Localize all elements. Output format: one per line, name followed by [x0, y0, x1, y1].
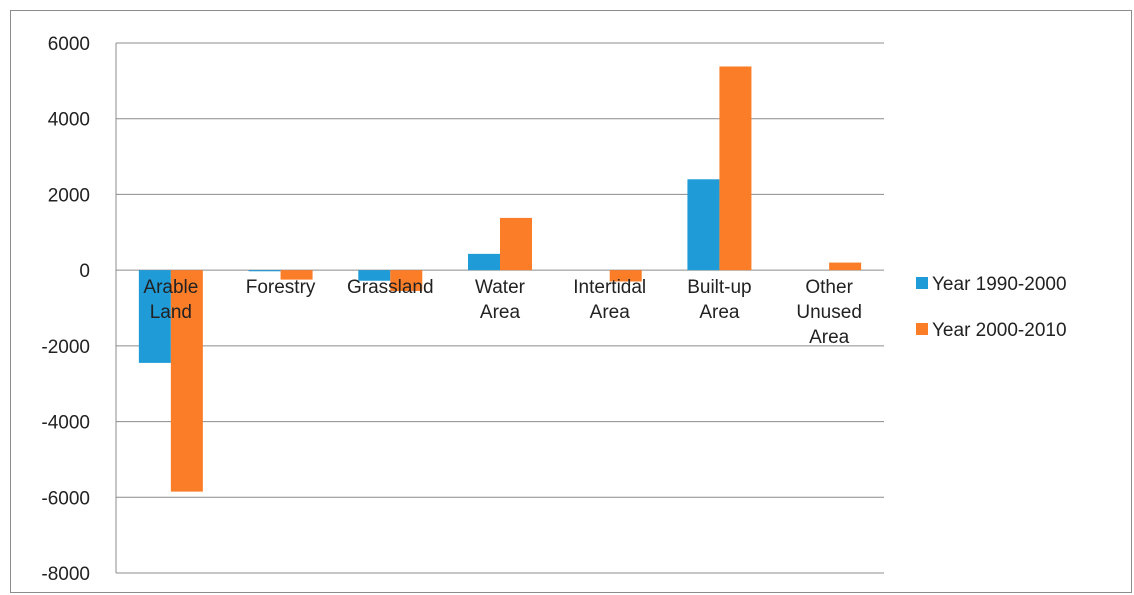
bar-2: [170, 270, 203, 492]
category-label-line: Area: [699, 302, 740, 323]
category-label: Other Unused Area: [796, 277, 862, 348]
category-label: Water Area: [475, 277, 526, 323]
legend-label: Year 2000-2010: [932, 320, 1067, 341]
category-label-line: Unused: [796, 302, 862, 323]
category-label-line: Area: [590, 302, 631, 323]
y-tick-label: 4000: [48, 110, 90, 131]
bar-1: [248, 270, 281, 272]
legend: Year 1990-2000 Year 2000-2010: [916, 274, 1067, 341]
category-label-line: Built-up: [687, 277, 751, 298]
y-tick-label: -4000: [41, 413, 90, 434]
y-tick-label: 2000: [48, 185, 90, 206]
legend-label: Year 1990-2000: [932, 274, 1067, 295]
bar-2: [719, 66, 752, 271]
gridlines: [116, 42, 884, 574]
category-label: Built-up Area: [687, 277, 751, 323]
bar-2: [390, 270, 423, 291]
bar-2: [609, 270, 642, 282]
category-label-line: Arable: [143, 277, 198, 298]
bar-1: [138, 270, 171, 363]
category-label-line: Other: [805, 277, 853, 298]
legend-swatch: [916, 277, 928, 289]
bar-1: [687, 179, 720, 271]
category-label: Forestry: [246, 277, 316, 298]
bar-1: [468, 253, 500, 271]
y-tick-labels: 6000 4000 2000 0 -2000 -4000 -6000 -8000: [41, 34, 90, 585]
category-label-line: Grassland: [347, 277, 434, 298]
legend-item: Year 2000-2010: [916, 320, 1067, 341]
category-label-line: Land: [150, 302, 192, 323]
category-label-line: Intertidal: [573, 277, 646, 298]
y-tick-label: -6000: [41, 488, 90, 509]
category-label-line: Forestry: [246, 277, 316, 298]
y-tick-label: -2000: [41, 337, 90, 358]
bar-2: [280, 270, 313, 280]
category-label: Arable Land: [143, 277, 198, 323]
legend-swatch: [916, 323, 928, 335]
bar-2: [829, 262, 862, 271]
bar-2: [500, 217, 532, 271]
category-label-line: Area: [809, 327, 850, 348]
bar-1: [358, 270, 391, 281]
y-tick-label: -8000: [41, 564, 90, 585]
category-label-line: Area: [480, 302, 521, 323]
category-label: Grassland: [347, 277, 434, 298]
category-label-line: Water: [475, 277, 526, 298]
bars: [138, 66, 862, 492]
y-tick-label: 6000: [48, 34, 90, 55]
y-tick-label: 0: [79, 261, 90, 282]
category-label: Intertidal Area: [573, 277, 646, 323]
legend-item: Year 1990-2000: [916, 274, 1067, 295]
